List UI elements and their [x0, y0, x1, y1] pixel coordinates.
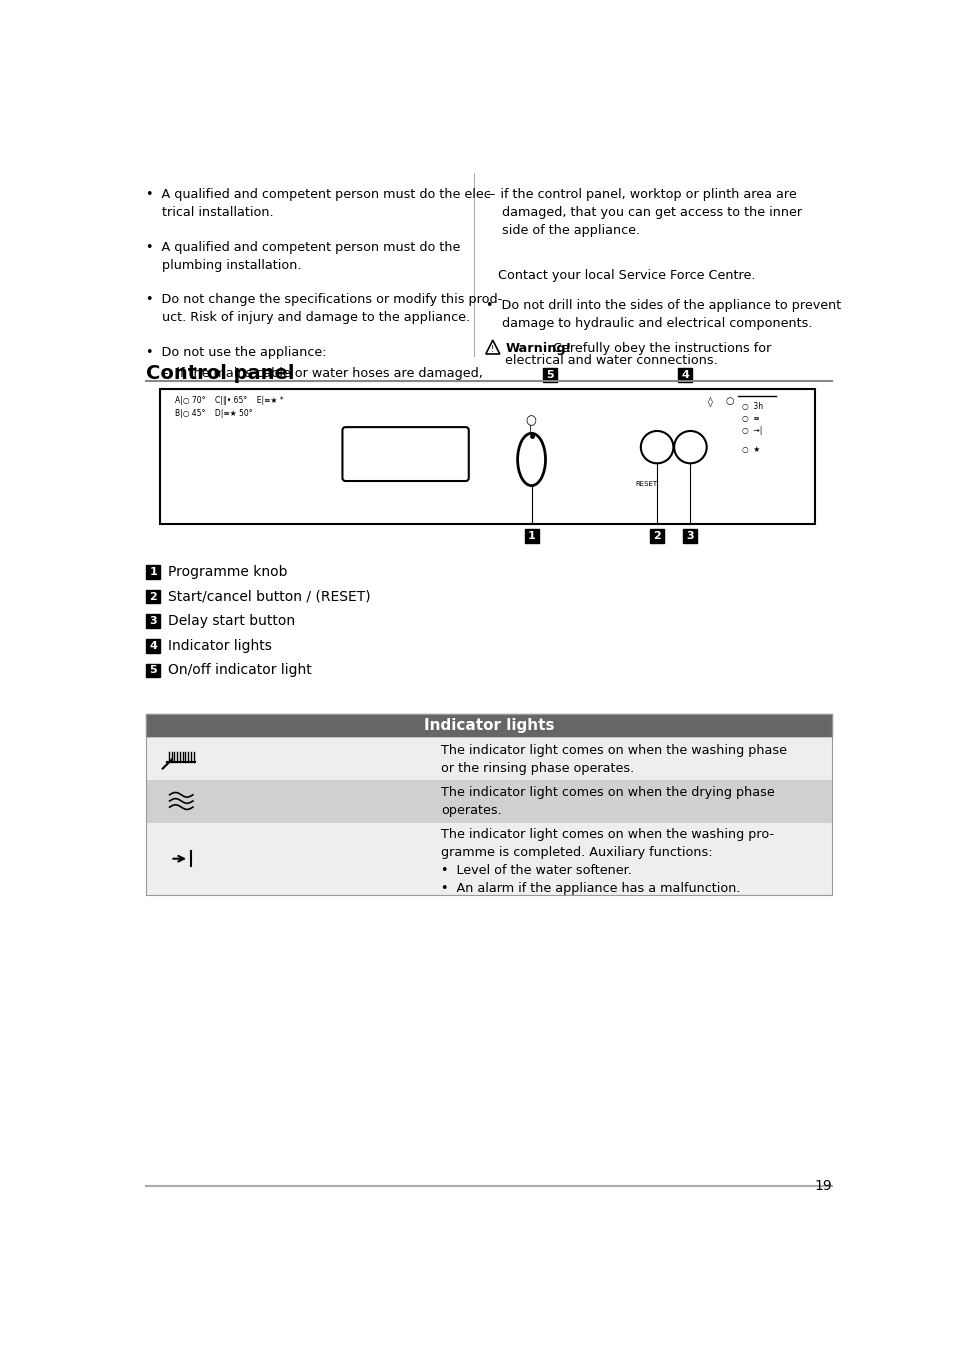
Text: –  if the control panel, worktop or plinth area are
    damaged, that you can ge: – if the control panel, worktop or plint… [485, 188, 801, 238]
Text: ○  →|: ○ →| [740, 426, 761, 434]
Text: •  A qualified and competent person must do the elec-
    trical installation.: • A qualified and competent person must … [146, 188, 496, 219]
Text: 4: 4 [150, 641, 157, 650]
Bar [146, 565, 160, 579]
Bar [146, 714, 831, 737]
Text: Carefully obey the instructions for: Carefully obey the instructions for [545, 342, 771, 354]
Text: 4: 4 [680, 369, 688, 380]
Bar [524, 529, 537, 542]
Text: Start/cancel button / (RESET): Start/cancel button / (RESET) [168, 589, 371, 603]
Text: ○  ★: ○ ★ [740, 445, 759, 454]
Text: Indicator lights: Indicator lights [168, 638, 272, 653]
Text: A|○ 70°    C|‖• 65°    E|≡★ *: A|○ 70° C|‖• 65° E|≡★ * [174, 396, 283, 406]
Text: electrical and water connections.: electrical and water connections. [505, 354, 718, 366]
Text: Control panel: Control panel [146, 364, 294, 383]
Text: 5: 5 [150, 665, 157, 676]
Text: 1: 1 [527, 531, 535, 541]
Text: •  Do not change the specifications or modify this prod-
    uct. Risk of injury: • Do not change the specifications or mo… [146, 293, 502, 324]
Text: 5: 5 [546, 369, 554, 380]
Bar [649, 529, 663, 542]
Text: Indicator lights: Indicator lights [424, 718, 554, 733]
Bar [542, 368, 557, 381]
Text: ○  3h: ○ 3h [740, 403, 761, 411]
Text: •  A qualified and competent person must do the
    plumbing installation.: • A qualified and competent person must … [146, 241, 460, 272]
Bar [146, 589, 160, 603]
Text: 19: 19 [814, 1179, 831, 1192]
Text: The indicator light comes on when the washing pro-
gramme is completed. Auxiliar: The indicator light comes on when the wa… [440, 829, 773, 895]
Text: ○: ○ [525, 415, 536, 427]
Text: The indicator light comes on when the washing phase
or the rinsing phase operate: The indicator light comes on when the wa… [440, 744, 786, 775]
Text: •  Do not use the appliance:: • Do not use the appliance: [146, 346, 327, 358]
Bar [159, 388, 815, 525]
Text: 2: 2 [653, 531, 660, 541]
Text: |: | [529, 425, 532, 434]
Bar [146, 822, 831, 895]
Text: On/off indicator light: On/off indicator light [168, 664, 312, 677]
Text: •  Do not drill into the sides of the appliance to prevent
    damage to hydraul: • Do not drill into the sides of the app… [485, 299, 841, 330]
Text: ○: ○ [725, 396, 734, 407]
Text: Warning!: Warning! [505, 342, 571, 354]
Bar [678, 368, 691, 381]
Text: 3: 3 [150, 617, 157, 626]
Text: The indicator light comes on when the drying phase
operates.: The indicator light comes on when the dr… [440, 786, 774, 817]
Bar [146, 780, 831, 822]
Text: Programme knob: Programme knob [168, 565, 287, 579]
Text: !: ! [491, 345, 494, 354]
Text: 3: 3 [686, 531, 694, 541]
Text: B|○ 45°    D|≡★ 50°: B|○ 45° D|≡★ 50° [174, 408, 253, 418]
Bar [682, 529, 697, 542]
Text: ○  ≡: ○ ≡ [740, 414, 759, 423]
Text: RESET: RESET [635, 481, 657, 487]
Text: Contact your local Service Force Centre.: Contact your local Service Force Centre. [485, 269, 755, 283]
Bar [146, 639, 160, 653]
Text: –  if the mains cable or water hoses are damaged,: – if the mains cable or water hoses are … [162, 366, 482, 380]
Text: 2: 2 [150, 592, 157, 602]
Text: Delay start button: Delay start button [168, 614, 294, 629]
Bar [146, 737, 831, 780]
Bar [146, 664, 160, 677]
Text: 1: 1 [150, 566, 157, 577]
Bar [146, 714, 831, 895]
Text: ◊: ◊ [707, 396, 712, 407]
Bar [146, 614, 160, 629]
